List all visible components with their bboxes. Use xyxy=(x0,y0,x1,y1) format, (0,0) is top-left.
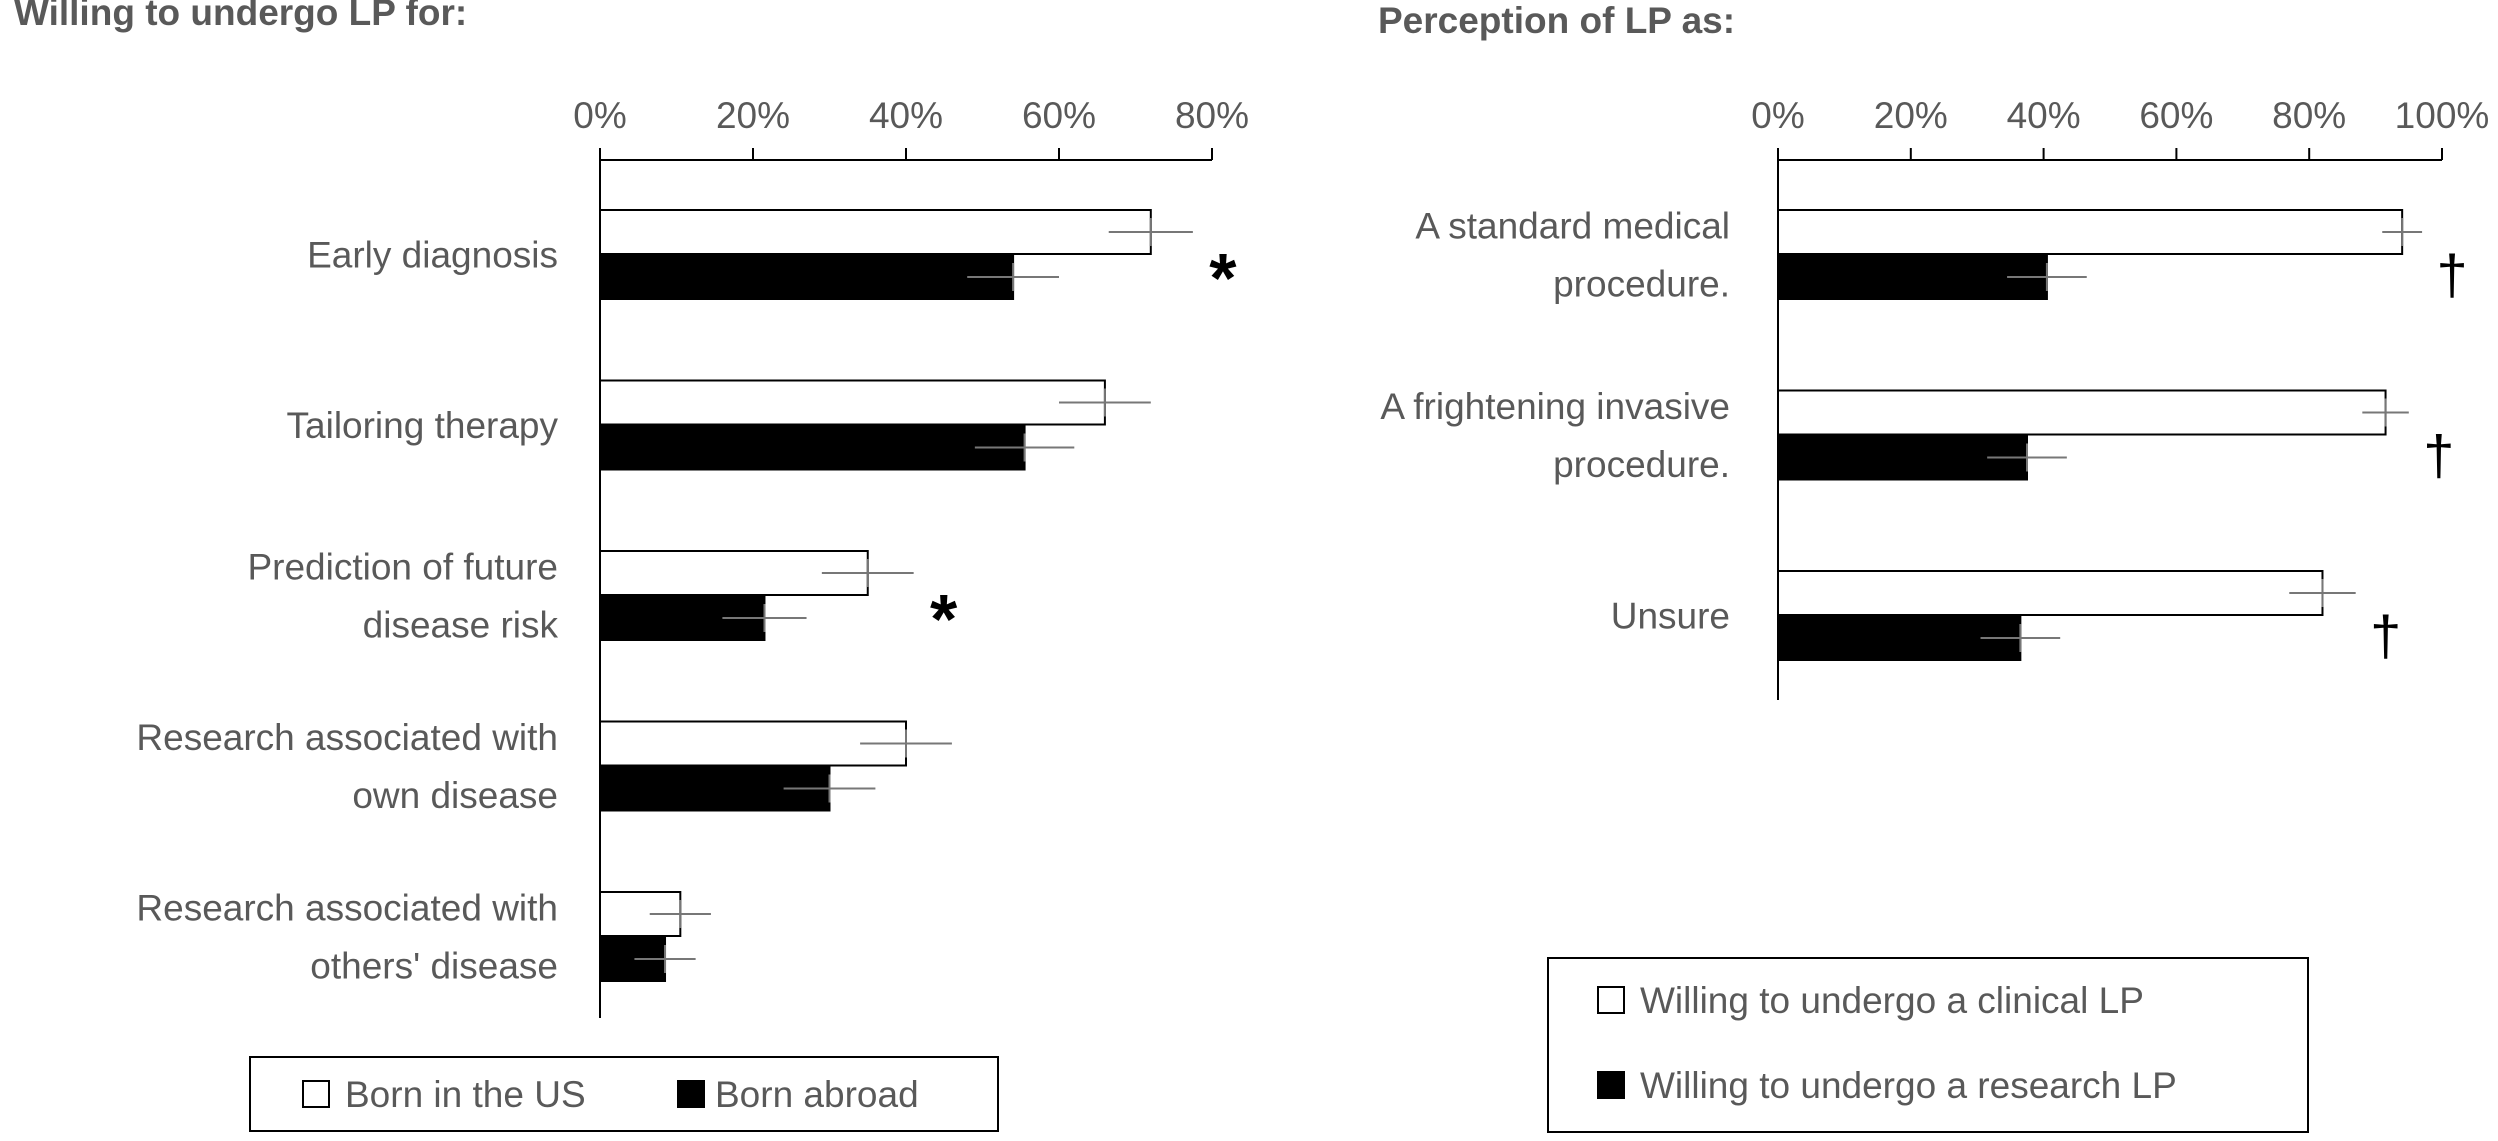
right-x-tick-label: 0% xyxy=(1751,95,1804,136)
right-significance-marker: † xyxy=(2370,604,2401,667)
left-legend-label: Born abroad xyxy=(715,1074,919,1115)
left-category-label: Early diagnosis xyxy=(307,235,558,276)
left-category-label: others' disease xyxy=(310,946,558,987)
right-category-label: A frightening invasive xyxy=(1380,386,1730,427)
right-bar xyxy=(1777,615,2022,661)
right-legend-swatch xyxy=(1597,1071,1625,1099)
left-legend-label: Born in the US xyxy=(345,1074,586,1115)
right-x-tick-label: 20% xyxy=(1874,95,1948,136)
left-category-label: Research associated with xyxy=(136,888,558,929)
right-chart-title: Perception of LP as: xyxy=(1378,0,1736,41)
left-x-tick-label: 40% xyxy=(869,95,943,136)
left-category-label: Tailoring therapy xyxy=(287,405,559,446)
left-legend-swatch xyxy=(677,1080,705,1108)
right-category-label: A standard medical xyxy=(1415,206,1730,247)
right-x-tick-label: 80% xyxy=(2272,95,2346,136)
left-bar xyxy=(599,424,1026,471)
left-x-tick-label: 60% xyxy=(1022,95,1096,136)
right-x-tick-label: 100% xyxy=(2395,95,2490,136)
right-x-tick-label: 40% xyxy=(2007,95,2081,136)
right-legend-label: Willing to undergo a research LP xyxy=(1640,1065,2177,1106)
right-significance-marker: † xyxy=(2437,243,2468,306)
right-legend xyxy=(1547,957,2309,1133)
left-category-label: Research associated with xyxy=(136,717,558,758)
right-bar xyxy=(1777,254,2048,300)
left-legend xyxy=(249,1056,999,1132)
left-category-label: disease risk xyxy=(363,605,559,646)
left-x-tick-label: 80% xyxy=(1175,95,1249,136)
right-category-label: Unsure xyxy=(1611,596,1730,637)
right-legend-swatch xyxy=(1597,986,1625,1014)
right-category-label: procedure. xyxy=(1553,264,1730,305)
right-bar xyxy=(1777,389,2387,436)
left-bar xyxy=(599,379,1106,426)
right-bar xyxy=(1777,209,2404,255)
right-x-tick-label: 60% xyxy=(2139,95,2213,136)
right-significance-marker: † xyxy=(2423,424,2454,487)
right-bar xyxy=(1777,570,2324,616)
left-x-tick-label: 20% xyxy=(716,95,790,136)
left-significance-marker: * xyxy=(930,580,958,658)
right-legend-label: Willing to undergo a clinical LP xyxy=(1640,980,2144,1021)
left-bar xyxy=(599,254,1015,300)
right-category-label: procedure. xyxy=(1553,444,1730,485)
left-category-label: own disease xyxy=(352,775,558,816)
left-chart-title: Willing to undergo LP for: xyxy=(14,0,468,33)
left-legend-swatch xyxy=(302,1080,330,1108)
left-x-tick-label: 0% xyxy=(573,95,626,136)
left-bar xyxy=(599,209,1152,255)
left-category-label: Prediction of future xyxy=(247,547,558,588)
left-significance-marker: * xyxy=(1209,239,1237,317)
right-bar xyxy=(1777,434,2028,481)
